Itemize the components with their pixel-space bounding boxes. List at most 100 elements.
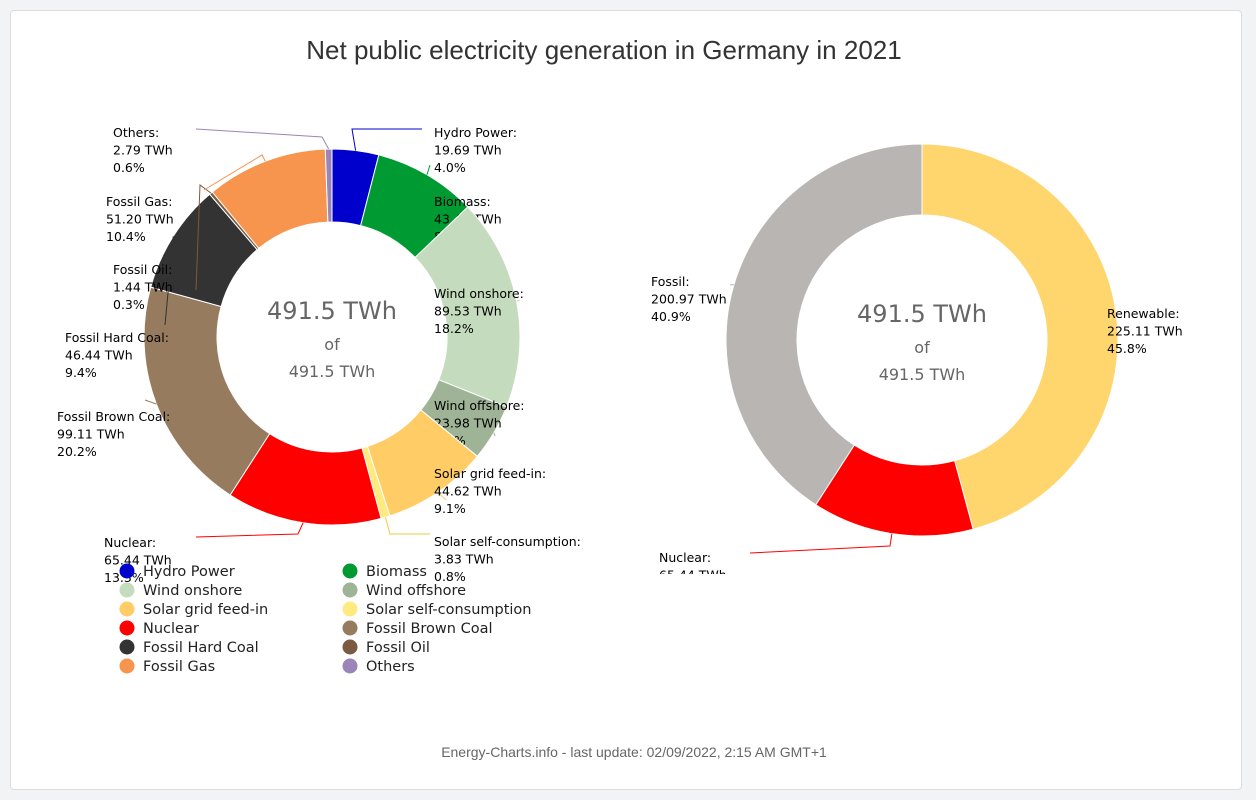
legend-swatch-hydro-power: [119, 563, 135, 579]
label-solar-grid-feed-in-name: Solar grid feed-in:: [434, 466, 546, 481]
connector-wind-onshore: [516, 299, 521, 302]
center-total: 491.5 TWh: [289, 362, 376, 381]
legend-label-others: Others: [366, 659, 415, 675]
label-solar-self-consumption-percent: 0.8%: [434, 569, 466, 584]
label-wind-offshore-name: Wind offshore:: [434, 398, 525, 413]
label-solar-self-consumption-name: Solar self-consumption:: [434, 534, 581, 549]
label-hydro-power-value: 19.69 TWh: [434, 143, 502, 158]
legend-item-solar-self-consumption[interactable]: Solar self-consumption: [342, 601, 532, 619]
label-fossil-gas-name: Fossil Gas:: [106, 194, 172, 209]
connector-biomass: [426, 164, 431, 175]
legend-item-solar-grid-feed-in[interactable]: Solar grid feed-in: [119, 601, 269, 619]
label-fossil-hard-coal-name: Fossil Hard Coal:: [65, 330, 169, 345]
legend-item-wind-offshore[interactable]: Wind offshore: [342, 582, 467, 600]
footer-update-text: Energy-Charts.info - last update: 02/09/…: [441, 744, 827, 760]
slice-fossil[interactable]: [725, 143, 923, 506]
legend-label-wind-offshore: Wind offshore: [366, 583, 466, 599]
label-wind-onshore-percent: 18.2%: [434, 321, 474, 336]
legend-label-solar-self-consumption: Solar self-consumption: [366, 602, 532, 618]
legend-swatch-solar-grid-feed-in: [119, 601, 135, 617]
label-fossil-brown-coal-value: 99.11 TWh: [57, 427, 125, 442]
label-solar-grid-feed-in-value: 44.62 TWh: [434, 484, 502, 499]
connector-hydro-power: [351, 128, 422, 151]
legend-swatch-fossil-hard-coal: [119, 639, 135, 655]
legend-item-fossil-gas[interactable]: Fossil Gas: [119, 658, 216, 676]
legend-label-nuclear: Nuclear: [143, 621, 199, 637]
label-fossil-hard-coal-value: 46.44 TWh: [65, 348, 133, 363]
connector-nuclear: [749, 533, 893, 554]
chart-title: Net public electricity generation in Ger…: [306, 35, 902, 65]
label-wind-onshore-name: Wind onshore:: [434, 286, 524, 301]
label-fossil-brown-coal-name: Fossil Brown Coal:: [57, 409, 170, 424]
label-fossil-gas-percent: 10.4%: [106, 229, 146, 244]
label-renewable-name: Renewable:: [1107, 306, 1180, 321]
connector-fossil-brown-coal: [144, 399, 157, 405]
legend-label-solar-grid-feed-in: Solar grid feed-in: [143, 602, 268, 618]
center-value: 491.5 TWh: [857, 300, 987, 328]
legend-label-biomass: Biomass: [366, 564, 427, 580]
label-renewable-value: 225.11 TWh: [1107, 324, 1183, 339]
legend-label-hydro-power: Hydro Power: [143, 564, 235, 580]
legend-swatch-wind-onshore: [119, 582, 135, 598]
connector-solar-grid-feed-in: [437, 491, 447, 501]
center-of: of: [914, 338, 930, 357]
legend-item-hydro-power[interactable]: Hydro Power: [119, 563, 235, 581]
label-fossil-value: 200.97 TWh: [651, 292, 727, 307]
label-biomass-name: Biomass:: [434, 194, 491, 209]
connector-fossil-hard-coal: [164, 236, 174, 326]
legend-item-others[interactable]: Others: [342, 658, 415, 676]
donut-chart-categories: Renewable: 225.11 TWh 45.8% Nuclear: 65.44 T…: [651, 143, 1183, 583]
label-hydro-power-name: Hydro Power:: [434, 125, 517, 140]
label-nuclear-value: 65.44 TWh: [104, 553, 172, 568]
label-solar-grid-feed-in-percent: 9.1%: [434, 501, 466, 516]
legend-item-nuclear[interactable]: Nuclear: [119, 620, 199, 638]
label-fossil-percent: 40.9%: [651, 309, 691, 324]
connector-renewable: [1111, 304, 1117, 315]
center-total: 491.5 TWh: [879, 365, 966, 384]
legend-label-wind-onshore: Wind onshore: [143, 583, 242, 599]
label-fossil-oil-percent: 0.3%: [113, 297, 145, 312]
connector-wind-offshore: [493, 432, 496, 437]
label-fossil-hard-coal-percent: 9.4%: [65, 365, 97, 380]
legend-swatch-solar-self-consumption: [342, 601, 358, 617]
label-nuclear-value: 65.44 TWh: [659, 568, 727, 583]
legend-swatch-nuclear: [119, 620, 135, 636]
slice-others[interactable]: [324, 148, 333, 223]
center-of: of: [324, 335, 340, 354]
label-others-percent: 0.6%: [113, 160, 145, 175]
legend-label-fossil-brown-coal: Fossil Brown Coal: [366, 621, 493, 637]
legend-item-fossil-brown-coal[interactable]: Fossil Brown Coal: [342, 620, 493, 638]
label-wind-onshore-value: 89.53 TWh: [434, 304, 502, 319]
connector-nuclear: [195, 522, 304, 538]
connector-solar-self-consumption: [384, 517, 430, 535]
legend-swatch-wind-offshore: [342, 582, 358, 598]
connector-others: [195, 128, 330, 150]
legend-item-biomass[interactable]: Biomass: [342, 563, 427, 581]
connector-fossil-gas: [203, 154, 266, 191]
label-others-value: 2.79 TWh: [113, 143, 173, 158]
center-value: 491.5 TWh: [267, 297, 397, 325]
label-fossil-name: Fossil:: [651, 274, 690, 289]
legend-swatch-fossil-brown-coal: [342, 620, 358, 636]
label-solar-self-consumption-value: 3.83 TWh: [434, 552, 494, 567]
label-fossil-brown-coal-percent: 20.2%: [57, 444, 97, 459]
label-wind-offshore-value: 23.98 TWh: [434, 416, 502, 431]
legend-item-fossil-oil[interactable]: Fossil Oil: [342, 639, 430, 657]
legend-swatch-others: [342, 658, 358, 674]
label-nuclear-name: Nuclear:: [659, 550, 711, 565]
legend-item-wind-onshore[interactable]: Wind onshore: [119, 582, 243, 600]
legend-label-fossil-oil: Fossil Oil: [366, 640, 430, 656]
connector-fossil-oil: [195, 184, 212, 291]
slice-renewable[interactable]: [921, 143, 1119, 530]
legend-swatch-biomass: [342, 563, 358, 579]
legend-item-fossil-hard-coal[interactable]: Fossil Hard Coal: [119, 639, 259, 657]
label-others-name: Others:: [113, 125, 159, 140]
label-nuclear-name: Nuclear:: [104, 535, 156, 550]
legend-label-fossil-gas: Fossil Gas: [143, 659, 215, 675]
legend-swatch-fossil-gas: [119, 658, 135, 674]
label-fossil-oil-name: Fossil Oil:: [113, 262, 172, 277]
label-fossil-gas-value: 51.20 TWh: [106, 212, 174, 227]
slice-fossil-brown-coal[interactable]: [143, 286, 271, 496]
